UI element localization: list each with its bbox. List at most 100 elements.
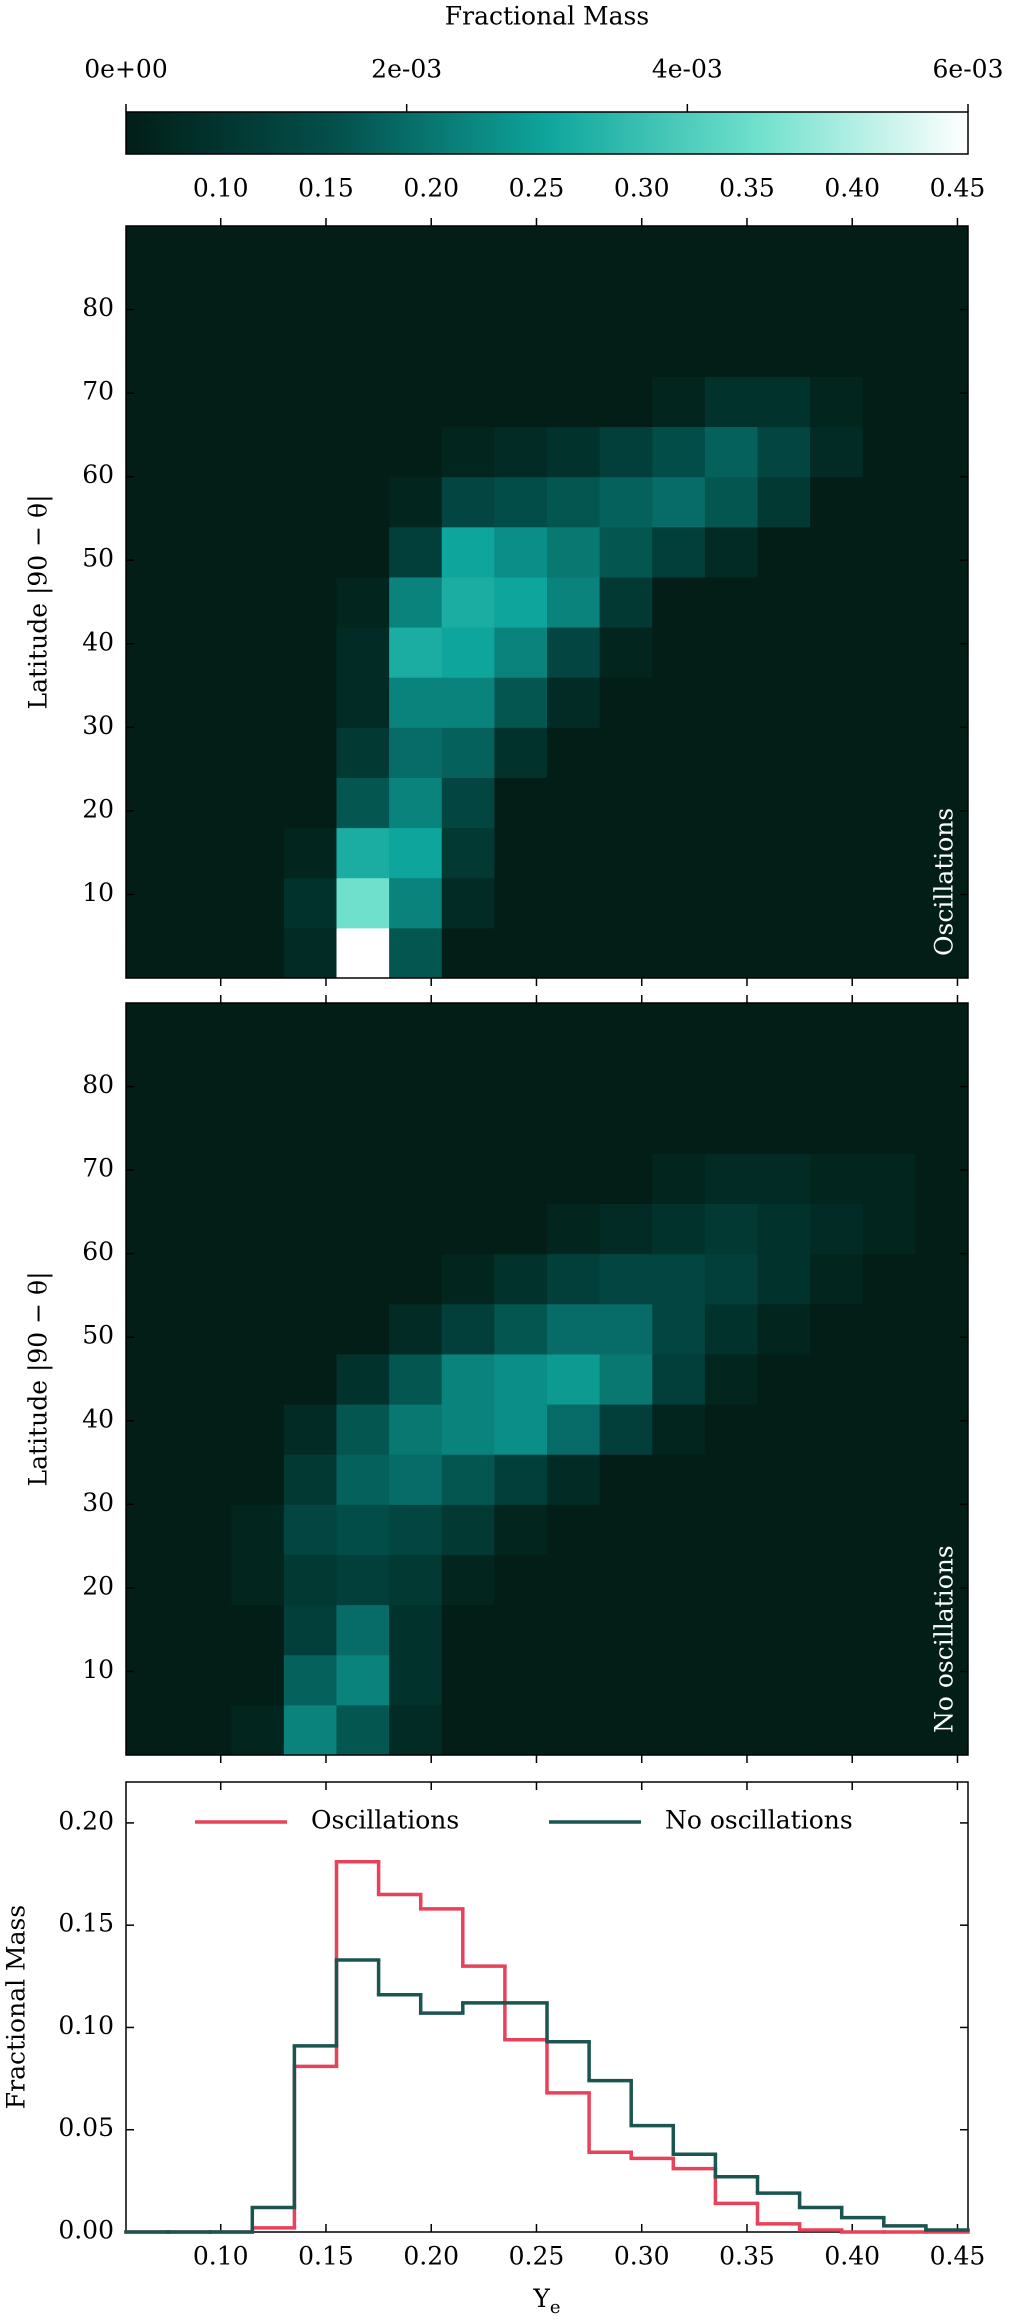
heatmap-cell bbox=[494, 526, 548, 578]
heatmap-cell bbox=[336, 326, 390, 377]
heatmap-cell bbox=[126, 1604, 180, 1656]
heatmap-cell bbox=[126, 426, 180, 478]
heatmap-cell bbox=[599, 426, 653, 478]
heatmap-cell bbox=[283, 677, 337, 728]
heatmap-cell bbox=[178, 1053, 232, 1104]
heatmap-cell bbox=[231, 276, 285, 327]
heatmap-cell bbox=[704, 1153, 758, 1205]
heatmap-cell bbox=[652, 1604, 706, 1656]
heatmap-cell bbox=[441, 576, 495, 628]
heatmap-cell bbox=[283, 627, 337, 678]
heatmap-cell bbox=[915, 1303, 969, 1355]
heatmap-cell bbox=[704, 1404, 758, 1455]
heatmap-cell bbox=[389, 1454, 443, 1505]
heatmap-cell bbox=[547, 1003, 601, 1054]
heatmap-cell bbox=[757, 1003, 811, 1054]
heatmap-cell bbox=[757, 1103, 811, 1154]
heatmap-cell bbox=[178, 777, 232, 829]
heatmap-cell bbox=[599, 326, 653, 377]
heatmap-cell bbox=[336, 627, 390, 678]
y-axis-label: Latitude |90 − θ| bbox=[24, 495, 54, 710]
heatmap-cell bbox=[915, 476, 969, 528]
heatmap-cell bbox=[389, 1053, 443, 1104]
heatmap-cell bbox=[231, 1554, 285, 1606]
heatmap-cell bbox=[126, 1003, 180, 1054]
heatmap-cell bbox=[757, 627, 811, 678]
heatmap-cell bbox=[704, 476, 758, 528]
heatmap-cell bbox=[336, 1654, 390, 1706]
heatmap-cell bbox=[862, 677, 916, 728]
y-tick-label: 80 bbox=[82, 293, 114, 322]
heatmap-cell bbox=[915, 1654, 969, 1706]
heatmap-cell bbox=[599, 1003, 653, 1054]
y-tick-label: 10 bbox=[82, 878, 114, 907]
heatmap-cell bbox=[599, 276, 653, 327]
heatmap-cell bbox=[126, 1253, 180, 1305]
heatmap-cell bbox=[652, 426, 706, 478]
heatmap-cell bbox=[231, 1303, 285, 1355]
heatmap-cell bbox=[231, 1003, 285, 1054]
heatmap-cell bbox=[757, 476, 811, 528]
heatmap-cell bbox=[547, 1704, 601, 1756]
heatmap-cell bbox=[231, 426, 285, 478]
heatmap-cell bbox=[494, 877, 548, 929]
heatmap-cell bbox=[126, 276, 180, 327]
heatmap-cell bbox=[810, 476, 864, 528]
heatmap-cell bbox=[704, 1654, 758, 1706]
heatmap-cell bbox=[810, 1353, 864, 1405]
legend-label: Oscillations bbox=[311, 1806, 459, 1835]
colorbar bbox=[125, 111, 969, 155]
heatmap-cell bbox=[389, 627, 443, 678]
heatmap-cell bbox=[810, 1554, 864, 1606]
heatmap-cell bbox=[126, 1153, 180, 1205]
heatmap-cell bbox=[283, 1353, 337, 1405]
heatmap-cell bbox=[336, 1404, 390, 1455]
heatmap-cell bbox=[283, 1404, 337, 1455]
heatmap-cell bbox=[599, 627, 653, 678]
heatmap-cell bbox=[336, 677, 390, 728]
y-tick-label: 60 bbox=[82, 1237, 114, 1266]
heatmap-cell bbox=[547, 1253, 601, 1305]
heatmap-cell bbox=[547, 1554, 601, 1606]
heatmap-cell bbox=[494, 1554, 548, 1606]
heatmap-cell bbox=[757, 376, 811, 428]
heatmap-cell bbox=[704, 927, 758, 979]
heatmap-cell bbox=[704, 276, 758, 327]
heatmap-cell bbox=[178, 877, 232, 929]
heatmap-cell bbox=[915, 1203, 969, 1255]
x-tick-label: 0.20 bbox=[403, 174, 459, 203]
heatmap-cell bbox=[283, 927, 337, 979]
heatmap-cell bbox=[494, 1053, 548, 1104]
heatmap-cell bbox=[757, 727, 811, 778]
heatmap-cell bbox=[704, 627, 758, 678]
heatmap-cell bbox=[178, 226, 232, 277]
heatmap-cell bbox=[389, 1253, 443, 1305]
heatmap-cell bbox=[441, 226, 495, 277]
heatmap-cell bbox=[915, 877, 969, 929]
heatmap-cell bbox=[757, 1704, 811, 1756]
heatmap-cell bbox=[283, 326, 337, 377]
heatmap-cell bbox=[336, 1604, 390, 1656]
heatmap-cell bbox=[915, 226, 969, 277]
heatmap-cell bbox=[704, 777, 758, 829]
heatmap-cell bbox=[494, 777, 548, 829]
heatmap-cell bbox=[178, 927, 232, 979]
heatmap-cell bbox=[599, 677, 653, 728]
heatmap-cell bbox=[178, 1153, 232, 1205]
heatmap-cell bbox=[757, 526, 811, 578]
heatmap-cell bbox=[441, 326, 495, 377]
heatmap-cell bbox=[915, 426, 969, 478]
heatmap-cell bbox=[810, 276, 864, 327]
heatmap-cell bbox=[547, 1504, 601, 1555]
heatmap-cell bbox=[704, 1053, 758, 1104]
heatmap-cell bbox=[283, 1604, 337, 1656]
heatmap-cell bbox=[389, 326, 443, 377]
heatmap-cell bbox=[757, 426, 811, 478]
heatmap-cell bbox=[810, 1604, 864, 1656]
x-tick-label: 0.25 bbox=[509, 2242, 565, 2271]
heatmap-cell bbox=[126, 877, 180, 929]
heatmap-cell bbox=[494, 627, 548, 678]
heatmap-cell bbox=[441, 376, 495, 428]
heatmap-cell bbox=[652, 927, 706, 979]
heatmap-cell bbox=[389, 426, 443, 478]
